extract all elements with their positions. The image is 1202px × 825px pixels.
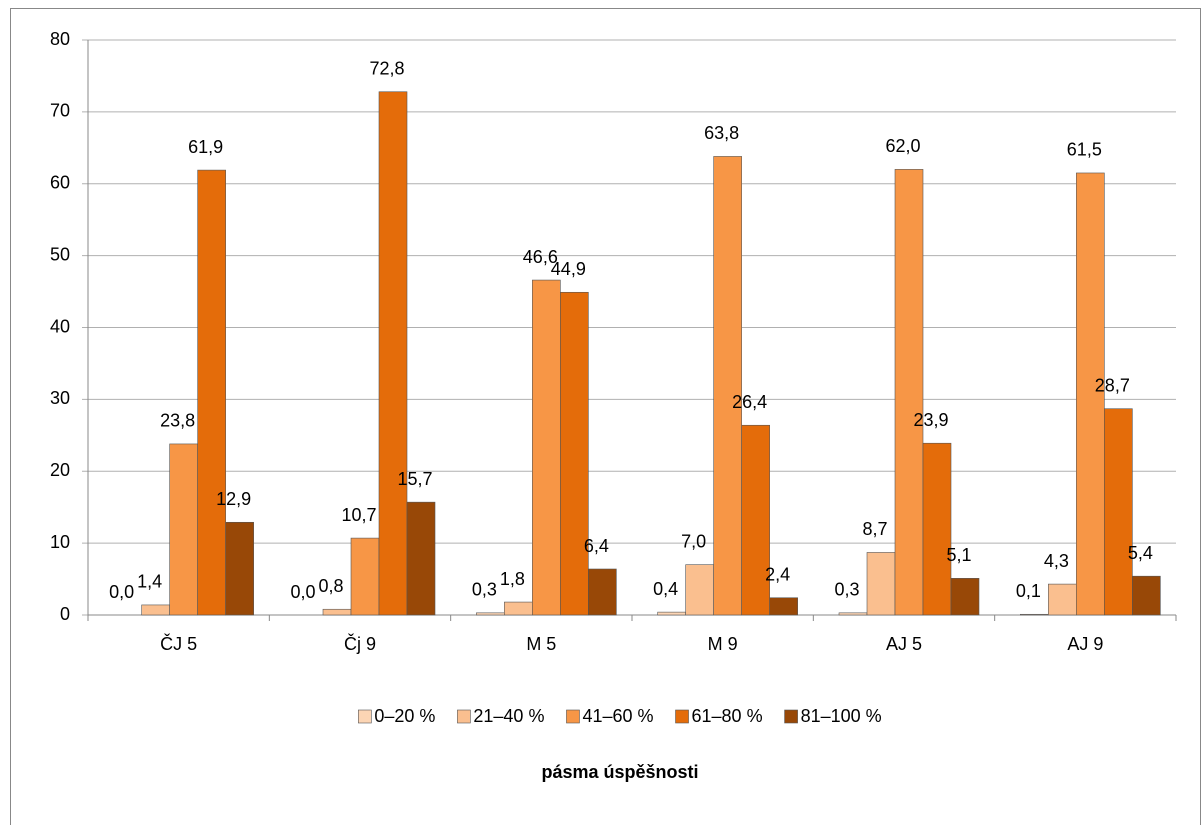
bar — [838, 612, 868, 616]
legend-label: 41–60 % — [582, 706, 653, 726]
bar — [197, 169, 226, 616]
bar — [866, 552, 896, 616]
value-label: 0,1 — [1016, 581, 1041, 601]
bar — [1104, 408, 1133, 616]
bar — [769, 597, 798, 616]
bar — [741, 424, 770, 616]
bar — [657, 611, 686, 616]
bar — [1048, 583, 1077, 616]
y-tick-label: 20 — [50, 460, 70, 480]
x-axis-title: pásma úspěšnosti — [541, 762, 698, 782]
value-label: 4,3 — [1044, 551, 1069, 571]
bar — [894, 169, 924, 616]
bar — [532, 279, 561, 616]
value-label: 62,0 — [885, 136, 920, 156]
x-tick-label: ČJ 5 — [160, 633, 197, 654]
value-label: 2,4 — [765, 565, 790, 585]
y-tick-label: 40 — [50, 316, 70, 336]
bar — [169, 443, 198, 616]
value-label: 7,0 — [681, 531, 706, 551]
value-label: 44,9 — [551, 259, 586, 279]
value-label: 0,8 — [318, 576, 343, 596]
value-label: 61,5 — [1067, 140, 1102, 160]
y-tick-label: 70 — [50, 101, 70, 121]
bar — [476, 612, 505, 616]
value-label: 12,9 — [216, 489, 251, 509]
value-label: 5,1 — [946, 545, 971, 565]
bar — [322, 608, 352, 616]
legend-label: 21–40 % — [473, 706, 544, 726]
y-tick-label: 30 — [50, 388, 70, 408]
legend-label: 81–100 % — [801, 706, 882, 726]
y-tick-label: 0 — [60, 604, 70, 624]
bar — [950, 578, 980, 616]
bar — [504, 601, 533, 616]
legend-swatch — [457, 709, 471, 724]
value-label: 0,3 — [472, 580, 497, 600]
legend-swatch — [566, 709, 580, 724]
value-label: 61,9 — [188, 137, 223, 157]
bar — [685, 564, 714, 616]
bar — [378, 91, 408, 616]
value-label: 23,8 — [160, 411, 195, 431]
value-label: 6,4 — [584, 536, 609, 556]
value-label: 63,8 — [704, 123, 739, 143]
x-tick-label: AJ 9 — [1067, 634, 1103, 654]
x-tick-label: Čj 9 — [344, 633, 376, 654]
bar — [1132, 575, 1161, 616]
y-tick-label: 60 — [50, 173, 70, 193]
bar — [922, 442, 952, 616]
y-tick-label: 10 — [50, 532, 70, 552]
value-label: 1,4 — [137, 572, 162, 592]
value-label: 23,9 — [913, 410, 948, 430]
value-label: 72,8 — [369, 59, 404, 79]
bar — [588, 568, 617, 616]
value-label: 28,7 — [1095, 375, 1130, 395]
value-label: 5,4 — [1128, 543, 1153, 563]
value-label: 1,8 — [500, 569, 525, 589]
x-tick-label: M 5 — [526, 634, 556, 654]
value-label: 10,7 — [341, 505, 376, 525]
bar — [1020, 613, 1049, 616]
value-label: 0,0 — [290, 582, 315, 602]
y-tick-label: 80 — [50, 29, 70, 49]
bar — [1076, 172, 1105, 616]
x-tick-label: M 9 — [708, 634, 738, 654]
value-label: 26,4 — [732, 392, 767, 412]
x-tick-label: AJ 5 — [886, 634, 922, 654]
legend-label: 61–80 % — [692, 706, 763, 726]
bar — [560, 291, 589, 616]
legend-swatch — [358, 709, 372, 724]
bar — [713, 156, 742, 616]
legend-swatch — [675, 709, 689, 724]
value-label: 8,7 — [862, 519, 887, 539]
y-tick-label: 50 — [50, 244, 70, 264]
bar — [141, 604, 170, 616]
value-label: 46,6 — [523, 247, 558, 267]
bar — [406, 501, 436, 616]
bar — [350, 537, 380, 616]
legend-swatch — [784, 709, 798, 724]
value-label: 15,7 — [397, 469, 432, 489]
value-label: 0,3 — [834, 580, 859, 600]
value-label: 0,4 — [653, 579, 678, 599]
value-label: 0,0 — [109, 582, 134, 602]
bar — [225, 521, 254, 616]
legend-label: 0–20 % — [374, 706, 435, 726]
